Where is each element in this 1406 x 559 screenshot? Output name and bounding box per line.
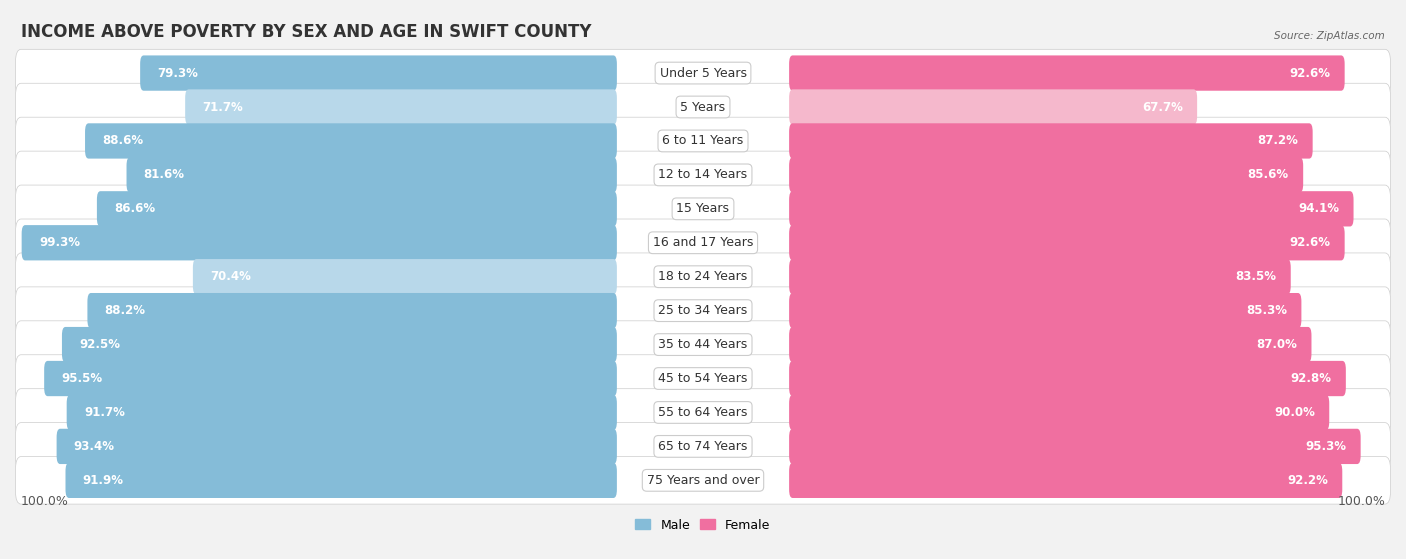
FancyBboxPatch shape bbox=[15, 49, 1391, 97]
FancyBboxPatch shape bbox=[62, 327, 617, 362]
Text: 100.0%: 100.0% bbox=[21, 495, 69, 508]
FancyBboxPatch shape bbox=[15, 355, 1391, 402]
Text: 18 to 24 Years: 18 to 24 Years bbox=[658, 270, 748, 283]
FancyBboxPatch shape bbox=[84, 124, 617, 159]
Text: 6 to 11 Years: 6 to 11 Years bbox=[662, 135, 744, 148]
FancyBboxPatch shape bbox=[66, 463, 617, 498]
Text: 15 Years: 15 Years bbox=[676, 202, 730, 215]
Text: 91.7%: 91.7% bbox=[84, 406, 125, 419]
FancyBboxPatch shape bbox=[186, 89, 617, 125]
Text: 35 to 44 Years: 35 to 44 Years bbox=[658, 338, 748, 351]
FancyBboxPatch shape bbox=[15, 457, 1391, 504]
Text: 12 to 14 Years: 12 to 14 Years bbox=[658, 168, 748, 181]
FancyBboxPatch shape bbox=[15, 287, 1391, 334]
FancyBboxPatch shape bbox=[789, 293, 1302, 328]
FancyBboxPatch shape bbox=[789, 124, 1313, 159]
Text: 70.4%: 70.4% bbox=[209, 270, 252, 283]
Text: 92.2%: 92.2% bbox=[1286, 474, 1327, 487]
FancyBboxPatch shape bbox=[789, 395, 1329, 430]
Text: 91.9%: 91.9% bbox=[83, 474, 124, 487]
Text: 55 to 64 Years: 55 to 64 Years bbox=[658, 406, 748, 419]
Text: Under 5 Years: Under 5 Years bbox=[659, 67, 747, 79]
FancyBboxPatch shape bbox=[789, 89, 1197, 125]
Text: 92.5%: 92.5% bbox=[79, 338, 120, 351]
Text: 81.6%: 81.6% bbox=[143, 168, 184, 181]
Text: 85.3%: 85.3% bbox=[1246, 304, 1286, 317]
FancyBboxPatch shape bbox=[789, 157, 1303, 192]
FancyBboxPatch shape bbox=[789, 191, 1354, 226]
Text: 92.6%: 92.6% bbox=[1289, 236, 1330, 249]
FancyBboxPatch shape bbox=[127, 157, 617, 192]
FancyBboxPatch shape bbox=[15, 253, 1391, 301]
FancyBboxPatch shape bbox=[15, 117, 1391, 165]
FancyBboxPatch shape bbox=[15, 389, 1391, 436]
Text: 100.0%: 100.0% bbox=[1337, 495, 1385, 508]
FancyBboxPatch shape bbox=[789, 259, 1291, 295]
Legend: Male, Female: Male, Female bbox=[630, 514, 776, 537]
FancyBboxPatch shape bbox=[141, 55, 617, 91]
Text: 92.6%: 92.6% bbox=[1289, 67, 1330, 79]
Text: 71.7%: 71.7% bbox=[202, 101, 243, 113]
FancyBboxPatch shape bbox=[789, 463, 1343, 498]
Text: 65 to 74 Years: 65 to 74 Years bbox=[658, 440, 748, 453]
Text: 79.3%: 79.3% bbox=[157, 67, 198, 79]
Text: 90.0%: 90.0% bbox=[1274, 406, 1315, 419]
FancyBboxPatch shape bbox=[789, 55, 1344, 91]
Text: 88.6%: 88.6% bbox=[103, 135, 143, 148]
FancyBboxPatch shape bbox=[789, 225, 1344, 260]
Text: 67.7%: 67.7% bbox=[1142, 101, 1182, 113]
FancyBboxPatch shape bbox=[44, 361, 617, 396]
FancyBboxPatch shape bbox=[15, 219, 1391, 267]
Text: 94.1%: 94.1% bbox=[1298, 202, 1339, 215]
Text: INCOME ABOVE POVERTY BY SEX AND AGE IN SWIFT COUNTY: INCOME ABOVE POVERTY BY SEX AND AGE IN S… bbox=[21, 23, 592, 41]
Text: 93.4%: 93.4% bbox=[75, 440, 115, 453]
Text: 5 Years: 5 Years bbox=[681, 101, 725, 113]
FancyBboxPatch shape bbox=[66, 395, 617, 430]
Text: 16 and 17 Years: 16 and 17 Years bbox=[652, 236, 754, 249]
Text: 25 to 34 Years: 25 to 34 Years bbox=[658, 304, 748, 317]
FancyBboxPatch shape bbox=[56, 429, 617, 464]
Text: 99.3%: 99.3% bbox=[39, 236, 80, 249]
Text: 88.2%: 88.2% bbox=[104, 304, 146, 317]
FancyBboxPatch shape bbox=[789, 327, 1312, 362]
Text: 75 Years and over: 75 Years and over bbox=[647, 474, 759, 487]
Text: 87.2%: 87.2% bbox=[1257, 135, 1298, 148]
FancyBboxPatch shape bbox=[789, 361, 1346, 396]
FancyBboxPatch shape bbox=[15, 185, 1391, 233]
FancyBboxPatch shape bbox=[15, 423, 1391, 470]
FancyBboxPatch shape bbox=[15, 83, 1391, 131]
Text: 92.8%: 92.8% bbox=[1291, 372, 1331, 385]
FancyBboxPatch shape bbox=[21, 225, 617, 260]
Text: 86.6%: 86.6% bbox=[114, 202, 155, 215]
Text: 95.5%: 95.5% bbox=[62, 372, 103, 385]
FancyBboxPatch shape bbox=[15, 151, 1391, 198]
Text: 85.6%: 85.6% bbox=[1247, 168, 1289, 181]
Text: 45 to 54 Years: 45 to 54 Years bbox=[658, 372, 748, 385]
FancyBboxPatch shape bbox=[193, 259, 617, 295]
Text: Source: ZipAtlas.com: Source: ZipAtlas.com bbox=[1274, 31, 1385, 41]
FancyBboxPatch shape bbox=[97, 191, 617, 226]
Text: 95.3%: 95.3% bbox=[1305, 440, 1346, 453]
FancyBboxPatch shape bbox=[15, 321, 1391, 368]
Text: 87.0%: 87.0% bbox=[1256, 338, 1296, 351]
Text: 83.5%: 83.5% bbox=[1236, 270, 1277, 283]
FancyBboxPatch shape bbox=[87, 293, 617, 328]
FancyBboxPatch shape bbox=[789, 429, 1361, 464]
